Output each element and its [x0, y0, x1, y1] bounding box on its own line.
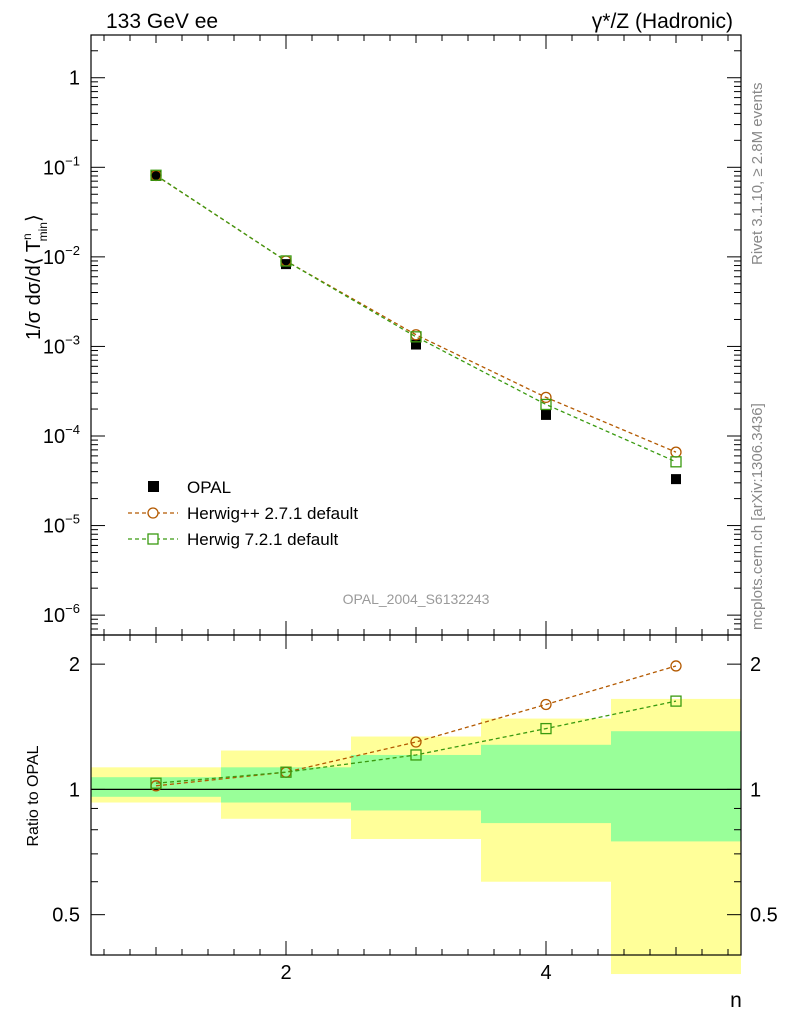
- herwig7-line: [155, 174, 677, 463]
- ratio-herwig7-point: [410, 749, 422, 761]
- legend-herwigpp-marker: [147, 507, 159, 519]
- y-tick-label-mantissa: 1: [69, 68, 80, 90]
- ratio-herwigpp-point: [540, 698, 552, 711]
- ratio-herwig7-point: [150, 777, 162, 789]
- legend-herwigpp-label: Herwig++ 2.7.1 default: [187, 504, 358, 523]
- y-tick-label-exponent: −3: [65, 332, 80, 347]
- header-right-label: γ*/Z (Hadronic): [592, 10, 733, 33]
- herwigpp-point: [540, 391, 552, 404]
- y-tick-label-mantissa: 10: [43, 605, 65, 627]
- herwigpp-line: [155, 174, 677, 453]
- uncertainty-band-inner: [221, 767, 351, 803]
- opal-data-point: [541, 409, 551, 420]
- y-tick-label-exponent: −4: [65, 422, 80, 437]
- ratio-y-axis-label: Ratio to OPAL: [25, 745, 42, 846]
- y-tick-label: 10−3: [43, 332, 80, 358]
- ratio-herwigpp-line: [155, 665, 677, 787]
- herwig7-point: [280, 255, 292, 267]
- ratio-y-tick-label-left: 0.5: [52, 905, 80, 927]
- main-y-axis-label: 1/σ dσ/d⟨ Tn min⟩: [20, 214, 50, 340]
- header-left-label: 133 GeV ee: [106, 10, 218, 33]
- y-tick-label: 10−1: [43, 153, 80, 179]
- ratio-herwig7-point: [670, 695, 682, 707]
- y-tick-label-mantissa: 10: [43, 336, 65, 358]
- uncertainty-band-inner: [91, 777, 221, 797]
- opal-data-point: [281, 259, 291, 270]
- ratio-herwigpp-point: [670, 660, 682, 672]
- x-tick-label: 4: [540, 962, 551, 984]
- ratio-y-tick-label-right: 1: [750, 779, 761, 801]
- uncertainty-band-inner: [611, 731, 741, 842]
- legend-herwig7-label: Herwig 7.2.1 default: [187, 530, 338, 549]
- legend-opal-marker: [148, 481, 159, 492]
- ratio-herwig7-point: [280, 766, 292, 778]
- y-tick-label-exponent: −2: [65, 243, 80, 258]
- herwig7-point: [410, 331, 422, 343]
- legend: OPAL Herwig++ 2.7.1 default Herwig 7.2.1 d…: [128, 478, 358, 549]
- main-y-axis-label-text: 1/σ dσ/d⟨ T: [23, 240, 45, 340]
- main-y-axis-label-tail: ⟩: [23, 214, 45, 222]
- ratio-panel: 0.5 0.5 1 1 2 2 2 4: [52, 634, 778, 984]
- y-tick-label: 1: [69, 68, 80, 90]
- herwig7-point: [670, 456, 682, 468]
- ratio-herwig7-line: [155, 700, 677, 784]
- x-axis-label: n: [730, 989, 742, 1012]
- uncertainty-band-inner: [351, 754, 481, 811]
- opal-data-point: [151, 170, 161, 181]
- y-tick-label-exponent: −6: [65, 601, 80, 616]
- ratio-y-tick-label-right: 0.5: [750, 905, 778, 927]
- y-tick-label-exponent: −5: [65, 512, 80, 527]
- y-tick-label-mantissa: 10: [43, 157, 65, 179]
- y-tick-label-mantissa: 10: [43, 426, 65, 448]
- opal-data-point: [411, 339, 421, 350]
- ratio-herwigpp-point: [410, 736, 422, 748]
- ratio-y-tick-label-left: 1: [69, 779, 80, 801]
- opal-data-point: [671, 474, 681, 485]
- y-tick-label: 10−4: [43, 422, 80, 448]
- herwig7-point: [150, 169, 162, 181]
- main-y-axis-label-sup: n: [20, 233, 34, 240]
- y-tick-label-mantissa: 10: [43, 247, 65, 269]
- mcplots-label: mcplots.cern.ch [arXiv:1306.3436]: [749, 403, 766, 630]
- ratio-y-tick-label-right: 2: [750, 654, 761, 676]
- y-tick-label: 10−6: [43, 601, 80, 627]
- y-tick-label-exponent: −1: [65, 153, 80, 168]
- herwig7-point: [540, 398, 552, 411]
- legend-herwig7-marker: [147, 533, 159, 545]
- rivet-label: Rivet 3.1.10, ≥ 2.8M events: [749, 83, 766, 266]
- ratio-y-tick-label-left: 2: [69, 654, 80, 676]
- y-tick-label: 10−2: [43, 243, 80, 269]
- watermark-label: OPAL_2004_S6132243: [343, 591, 490, 607]
- x-tick-label: 2: [280, 962, 291, 984]
- ratio-herwig7-point: [540, 722, 552, 735]
- y-tick-label: 10−5: [43, 512, 80, 538]
- main-y-axis-label-sub: min: [36, 222, 50, 241]
- uncertainty-band-inner: [481, 744, 611, 824]
- legend-opal-label: OPAL: [187, 478, 231, 497]
- y-tick-label-mantissa: 10: [43, 516, 65, 538]
